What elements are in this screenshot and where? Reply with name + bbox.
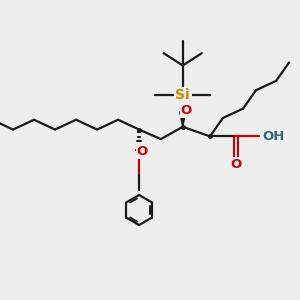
Text: OH: OH <box>262 130 285 143</box>
Text: O: O <box>230 158 242 171</box>
Text: O: O <box>180 104 192 117</box>
Polygon shape <box>180 112 186 127</box>
Text: O: O <box>137 145 148 158</box>
Text: Si: Si <box>176 88 190 103</box>
